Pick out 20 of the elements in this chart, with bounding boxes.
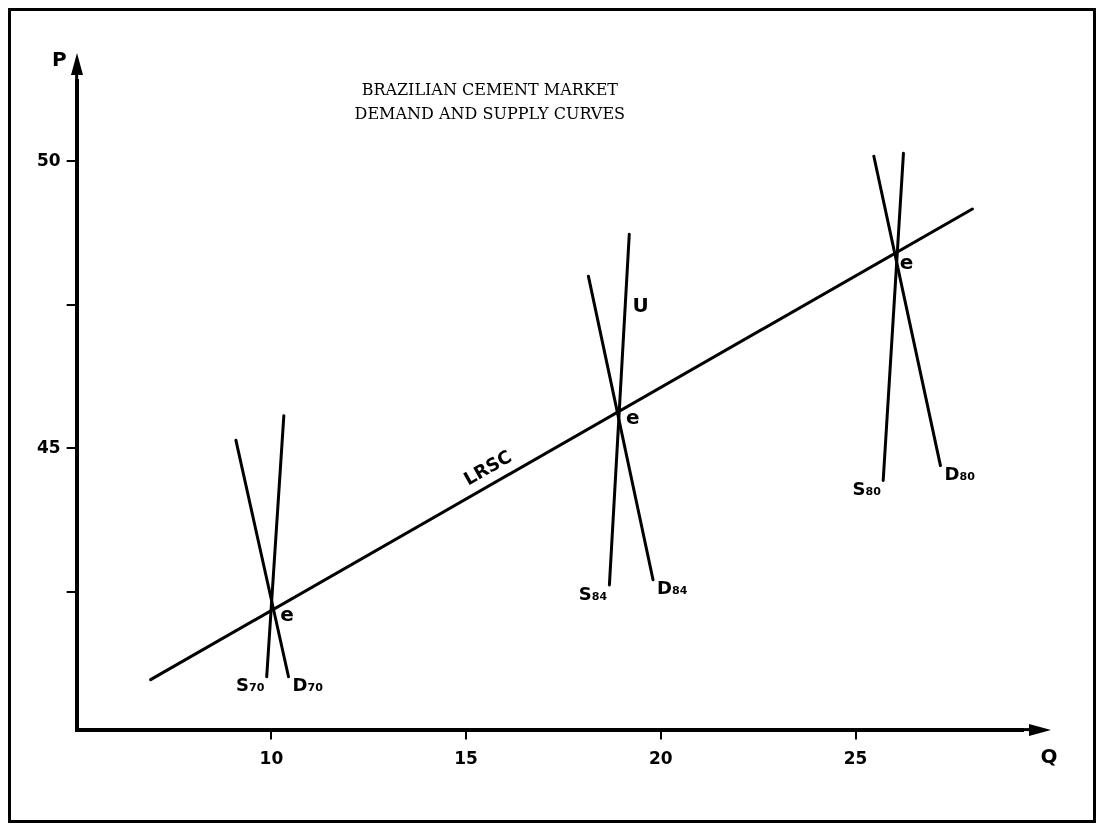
series-label: S₈₄ — [578, 582, 608, 604]
annotation: e — [280, 602, 294, 627]
series-label: S₈₀ — [852, 478, 882, 500]
series-label: D₈₄ — [657, 577, 688, 599]
chart-title: BRAZILIAN CEMENT MARKET — [361, 80, 619, 100]
x-axis-title: Q — [1040, 743, 1058, 768]
annotation: U — [632, 293, 649, 318]
x-tick-label: 15 — [454, 748, 478, 769]
series-label: S₇₀ — [235, 674, 265, 696]
series-label: D₈₀ — [944, 463, 976, 485]
x-tick-label: 25 — [843, 748, 868, 769]
annotation: e — [899, 250, 914, 275]
annotation: e — [625, 404, 640, 429]
x-tick-label: 10 — [259, 748, 284, 769]
series-label: D₇₀ — [292, 674, 324, 696]
x-tick-label: 20 — [648, 748, 673, 769]
y-axis-title: P — [51, 47, 67, 72]
text: DEMAND AND SUPPLY CURVES — [354, 104, 626, 124]
y-tick-label: 45 — [36, 436, 61, 457]
y-tick-label: 50 — [36, 149, 61, 170]
